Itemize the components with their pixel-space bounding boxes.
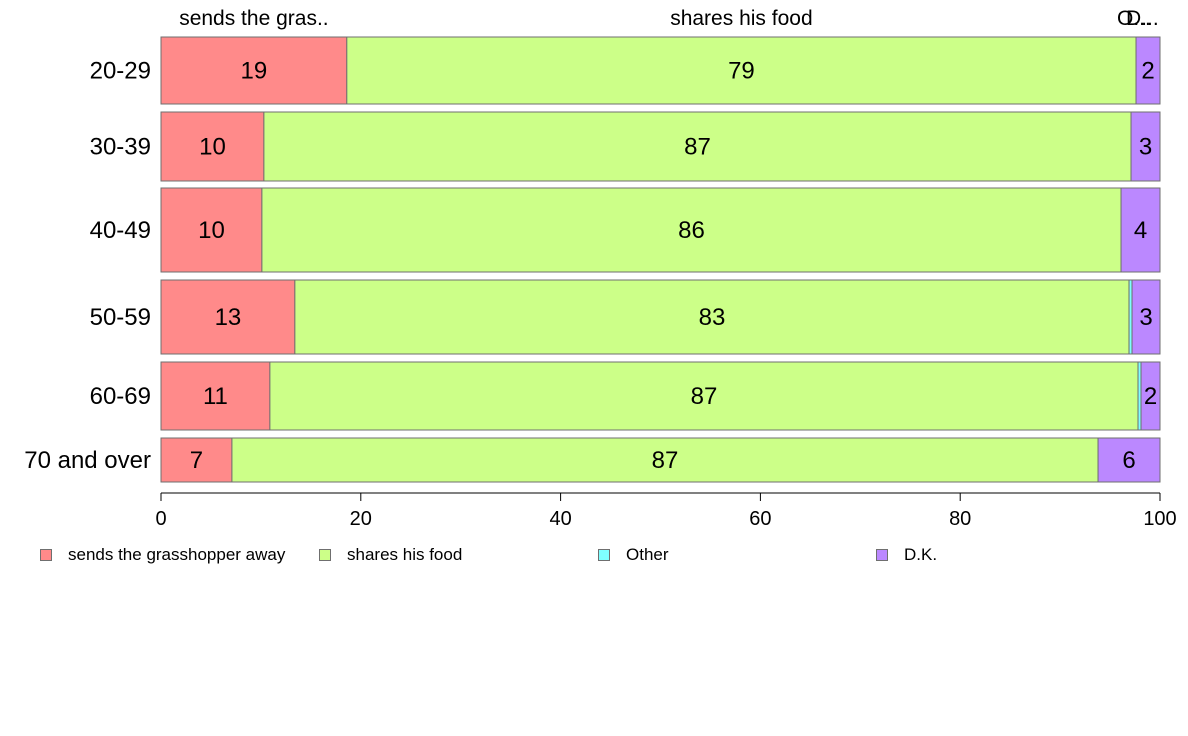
x-tick-label: 40 [549,508,571,530]
chart-legend: sends the grasshopper away shares his fo… [40,545,1180,569]
bar-segment [160,187,263,273]
bar-segment [294,279,1130,355]
bar-value-label: 3 [1139,304,1152,331]
legend-item-dk: D.K. [876,545,937,565]
bar-value-label: 87 [691,383,718,410]
bar-segment [1097,437,1161,483]
bar-segment [263,111,1132,182]
bar-segment [1135,36,1161,105]
bar-value-label: 87 [652,447,679,474]
legend-swatch [40,549,52,561]
legend-label: sends the grasshopper away [68,545,286,564]
bar-value-label: 13 [215,304,242,331]
legend-item-shares-food: shares his food [319,545,462,565]
x-tick-label: 100 [1143,508,1176,530]
bar-value-label: 19 [241,58,268,85]
category-label: 70 and over [24,447,151,474]
top-series-label: O... [1117,7,1151,30]
category-label: 30-39 [90,134,151,161]
legend-item-other: Other [598,545,669,565]
bar-segment [346,36,1137,105]
bar-value-label: 86 [678,217,705,244]
bar-value-label: 11 [203,383,228,410]
category-label: 60-69 [90,383,151,410]
legend-label: D.K. [904,545,938,564]
bar-segment [261,187,1122,273]
bar-segment [160,437,233,483]
bar-segment [160,279,296,355]
bar-segment [231,437,1099,483]
x-tick-label: 20 [350,508,372,530]
bar-value-label: 83 [699,304,726,331]
bar-value-label: 2 [1141,58,1154,85]
bar-segment [160,36,348,105]
bar-segment [160,361,271,431]
category-label: 40-49 [90,217,151,244]
top-series-label: sends the gras.. [179,7,328,30]
bar-segment [1131,279,1161,355]
bar-segment [1130,111,1161,182]
bar-value-label: 6 [1122,447,1135,474]
legend-swatch [598,549,610,561]
bar-value-label: 7 [190,447,203,474]
x-tick-label: 80 [949,508,971,530]
legend-swatch [876,549,888,561]
bar-value-label: 10 [198,217,225,244]
bar-value-label: 79 [728,58,755,85]
bar-segment [1140,361,1161,431]
legend-swatch [319,549,331,561]
x-tick-label: 60 [749,508,771,530]
x-tick-label: 0 [155,508,166,530]
bar-segment [1120,187,1161,273]
bar-value-label: 2 [1144,383,1157,410]
category-label: 20-29 [90,58,151,85]
legend-label: Other [626,545,669,564]
bar-segment [160,111,265,182]
bar-value-label: 10 [199,134,226,161]
top-series-label: shares his food [670,7,812,30]
top-series-label: D... [1126,7,1159,30]
legend-item-sends-away: sends the grasshopper away [40,545,285,565]
category-label: 50-59 [90,304,151,331]
legend-label: shares his food [347,545,463,564]
bar-value-label: 4 [1134,217,1147,244]
bar-value-label: 3 [1139,134,1152,161]
bar-value-label: 87 [684,134,711,161]
